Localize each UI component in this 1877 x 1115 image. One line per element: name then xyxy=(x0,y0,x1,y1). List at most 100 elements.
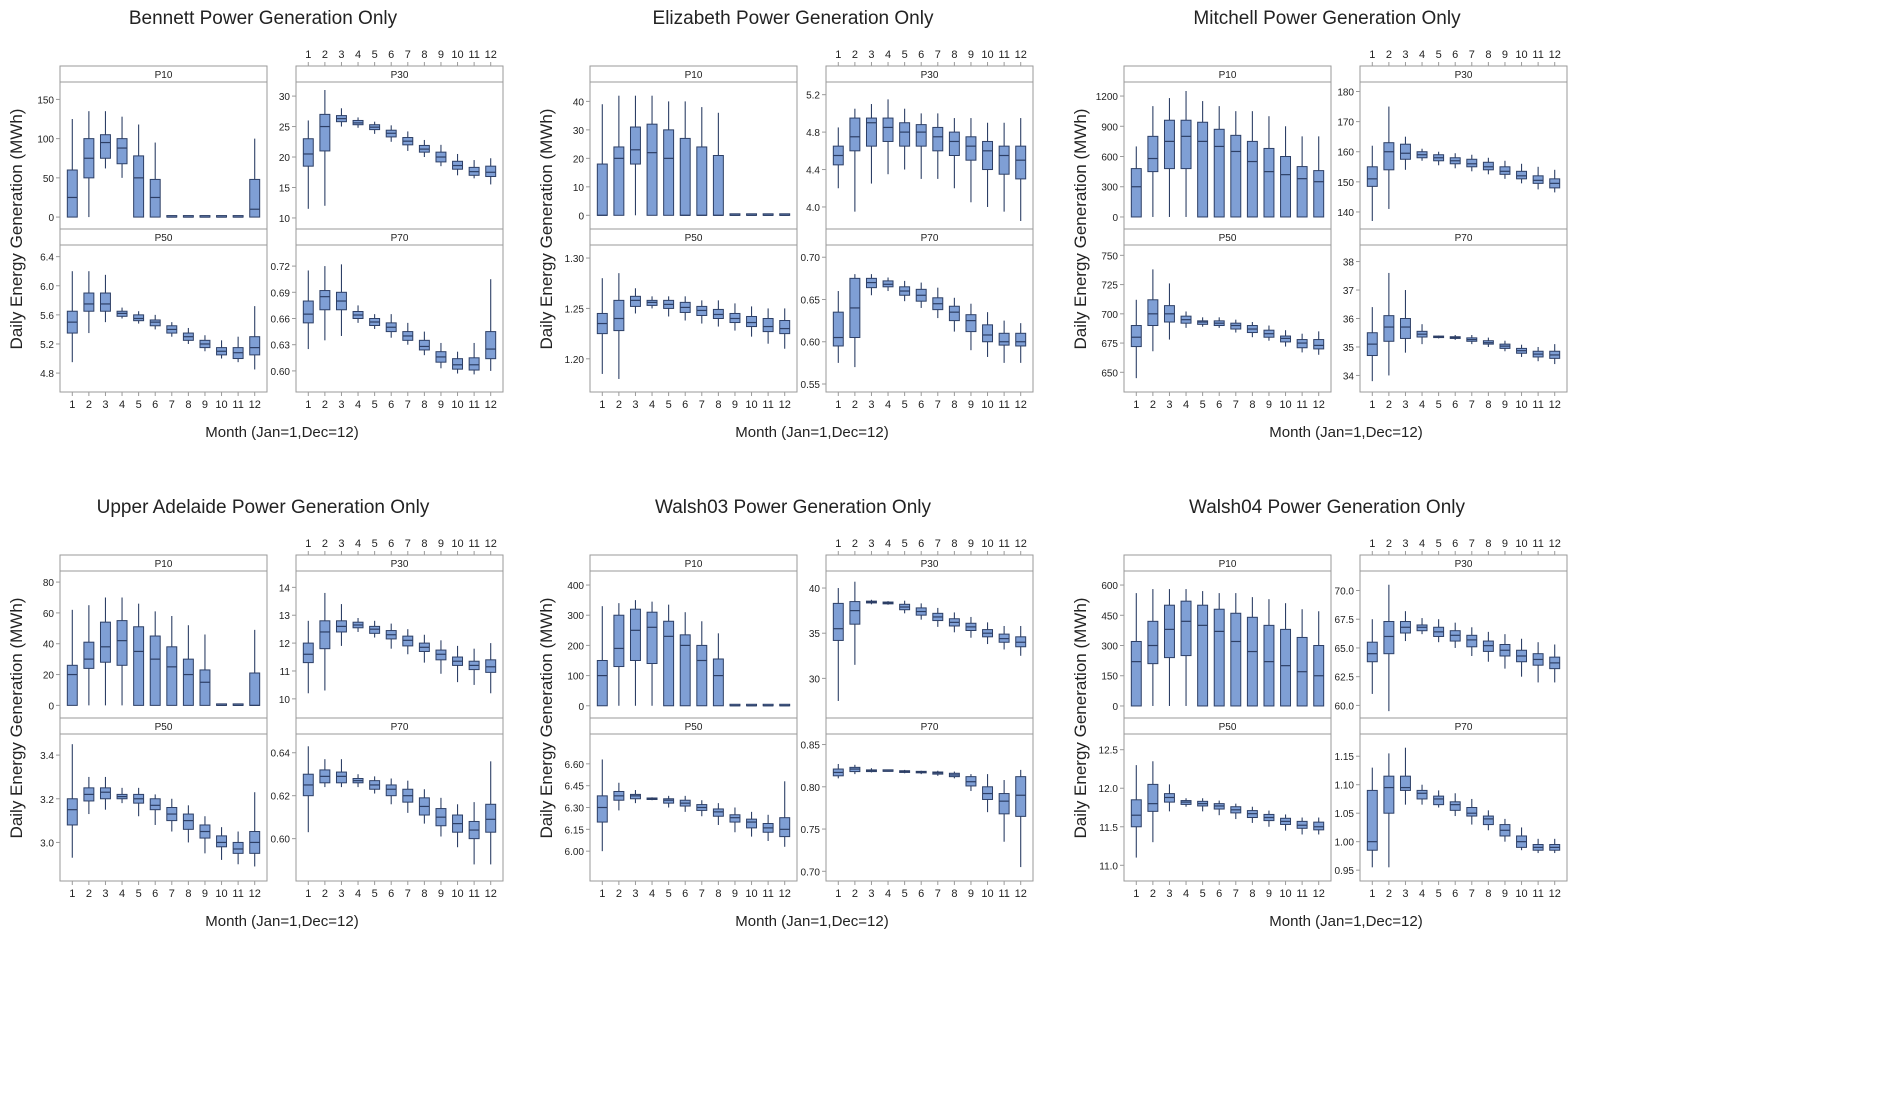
y-tick-label: 400 xyxy=(567,581,584,592)
box-body xyxy=(249,178,261,218)
panel-label: P30 xyxy=(921,70,939,81)
box-month-2 xyxy=(1147,269,1159,352)
y-tick-label: 35 xyxy=(809,629,821,640)
box-month-4 xyxy=(116,787,128,804)
box-body xyxy=(1313,821,1325,831)
x-tick-label: 5 xyxy=(1200,399,1206,411)
x-tick-label: 10 xyxy=(215,399,227,411)
box-month-3 xyxy=(335,108,347,127)
x-tick-label: 4 xyxy=(649,399,655,411)
box-body xyxy=(319,620,331,650)
chart-title: Mitchell Power Generation Only xyxy=(1193,8,1461,29)
box-body xyxy=(1163,119,1175,170)
box-body xyxy=(1466,807,1478,817)
y-tick-label: 5.2 xyxy=(40,340,54,351)
panel-p10: P10 0 300 600 900 1200 xyxy=(1096,65,1332,230)
y-tick-label: 4.0 xyxy=(806,203,820,214)
x-tick-label: 12 xyxy=(1015,888,1027,900)
box-body xyxy=(1313,339,1325,350)
box-body xyxy=(1416,789,1428,800)
x-tick-label: 10 xyxy=(1279,888,1291,900)
x-tick-label: 2 xyxy=(86,888,92,900)
box-month-2 xyxy=(1383,272,1395,376)
x-tick-label: 8 xyxy=(185,888,191,900)
x-tick-label: 4 xyxy=(1183,888,1189,900)
x-tick-label: 7 xyxy=(935,888,941,900)
x-tick-label: 9 xyxy=(438,399,444,411)
box-month-1 xyxy=(1130,765,1142,858)
box-month-1 xyxy=(66,609,78,706)
box-month-1 xyxy=(302,270,314,350)
box-month-7 xyxy=(1466,798,1478,825)
x-tick-label: 9 xyxy=(1502,538,1508,550)
y-tick-label: 67.5 xyxy=(1335,615,1355,626)
y-tick-label: 12 xyxy=(279,639,291,650)
y-tick-label: 0.64 xyxy=(271,749,291,760)
box-body xyxy=(83,641,95,669)
x-tick-label: 7 xyxy=(699,888,705,900)
box-month-9 xyxy=(1263,116,1275,218)
box-month-4 xyxy=(1180,91,1192,217)
panel-frame xyxy=(295,554,504,719)
box-body xyxy=(302,300,314,324)
panel-frame xyxy=(1123,717,1332,882)
box-body xyxy=(435,649,447,661)
x-tick-label: 9 xyxy=(438,538,444,550)
x-tick-label: 2 xyxy=(322,888,328,900)
box-body xyxy=(66,798,78,826)
x-tick-label: 6 xyxy=(152,888,158,900)
box-month-4 xyxy=(116,307,128,319)
box-body xyxy=(1280,628,1292,707)
box-month-1 xyxy=(1366,767,1378,868)
chart-group: Walsh04 Power Generation Only Daily Energ… xyxy=(1071,497,1568,930)
box-body xyxy=(1015,332,1027,347)
box-month-6 xyxy=(149,611,161,706)
x-tick-label: 7 xyxy=(1233,888,1239,900)
x-tick-label: 1 xyxy=(1369,538,1375,550)
panel-label: P10 xyxy=(1219,70,1237,81)
box-body xyxy=(932,126,944,152)
box-body xyxy=(849,117,861,152)
x-tick-label: 1 xyxy=(69,888,75,900)
x-tick-label: 12 xyxy=(485,399,497,411)
x-tick-label: 8 xyxy=(715,399,721,411)
x-tick-label: 3 xyxy=(1166,888,1172,900)
box-month-10 xyxy=(982,312,994,357)
x-tick-label: 11 xyxy=(762,888,773,900)
box-month-9 xyxy=(729,807,741,833)
y-tick-label: 34 xyxy=(1343,371,1355,382)
y-tick-label: 1.20 xyxy=(565,355,585,366)
x-tick-label: 6 xyxy=(918,49,924,61)
box-body xyxy=(613,146,625,216)
x-tick-label: 3 xyxy=(632,399,638,411)
box-body xyxy=(712,808,724,817)
box-body xyxy=(1313,170,1325,218)
x-tick-label: 10 xyxy=(451,49,463,61)
box-month-10 xyxy=(452,645,464,683)
box-month-11 xyxy=(1532,166,1544,190)
x-tick-label: 11 xyxy=(232,399,243,411)
x-tick-label: 2 xyxy=(1386,399,1392,411)
y-tick-label: 12.0 xyxy=(1099,784,1119,795)
box-body xyxy=(1466,158,1478,168)
box-body xyxy=(948,305,960,322)
panel-label: P30 xyxy=(1455,559,1473,570)
x-tick-label: 5 xyxy=(372,538,378,550)
x-tick-label: 12 xyxy=(1549,888,1561,900)
panel-strip xyxy=(1123,717,1332,735)
box-month-11 xyxy=(232,336,244,363)
y-tick-label: 0.85 xyxy=(801,741,821,752)
panel-strip xyxy=(59,717,268,735)
x-axis-label: Month (Jan=1,Dec=12) xyxy=(735,424,888,441)
box-month-7 xyxy=(696,621,708,707)
box-body xyxy=(1130,640,1142,707)
x-tick-label: 7 xyxy=(935,399,941,411)
box-body xyxy=(712,155,724,216)
box-month-3 xyxy=(865,104,877,184)
box-body xyxy=(696,644,708,707)
box-month-12 xyxy=(1313,817,1325,835)
box-body xyxy=(99,134,111,159)
box-month-12 xyxy=(1549,344,1561,365)
box-month-5 xyxy=(899,600,911,614)
